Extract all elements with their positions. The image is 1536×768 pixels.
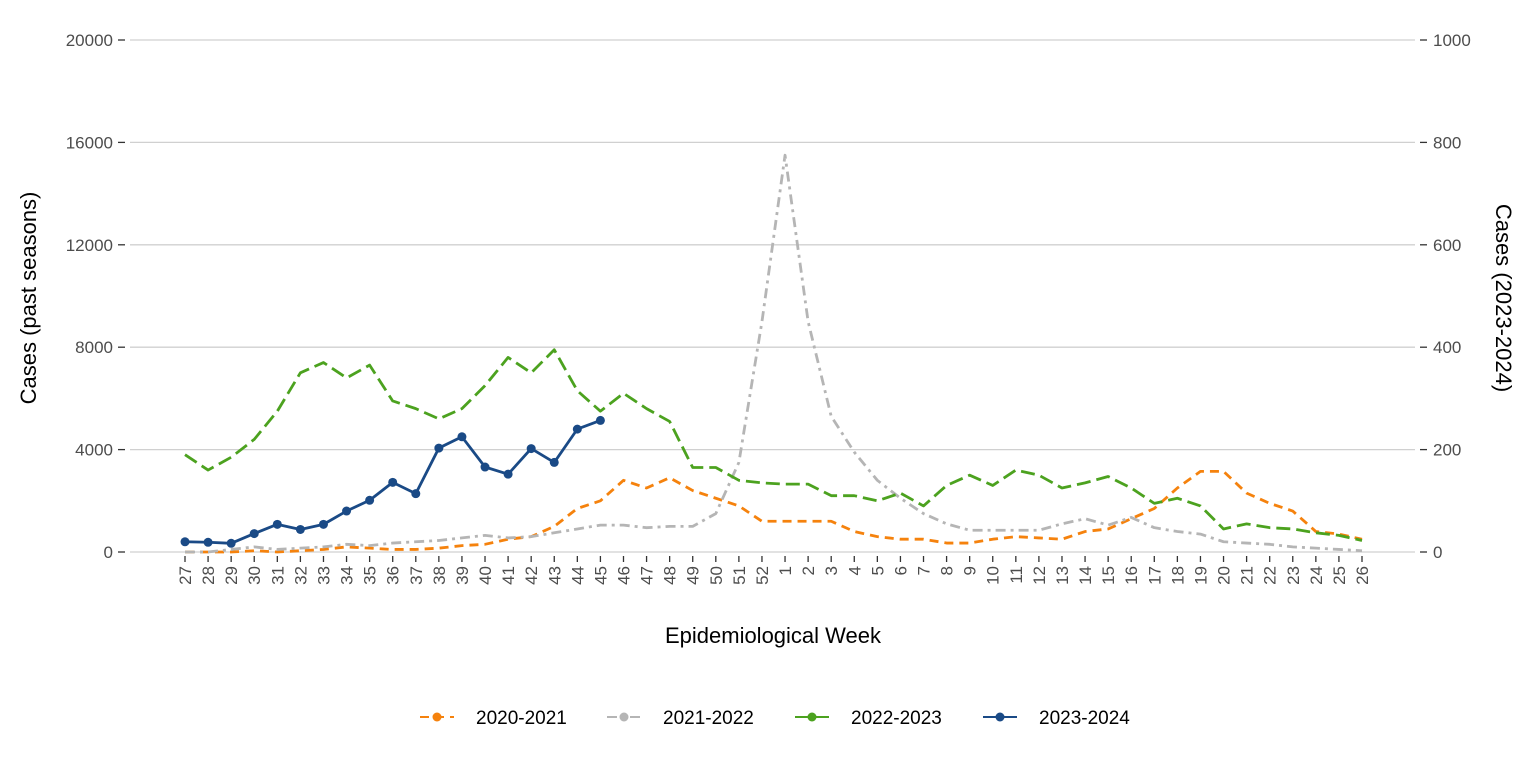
series-point (549, 457, 559, 467)
x-tick-label: 45 (591, 566, 610, 585)
x-tick-label: 2 (799, 566, 818, 575)
y-tick-label: 20000 (66, 31, 113, 50)
y-tick-label: 16000 (66, 133, 113, 152)
series-point (365, 495, 375, 505)
x-tick-label: 38 (430, 566, 449, 585)
series-line (184, 348, 1363, 542)
x-tick-label: 30 (245, 566, 264, 585)
x-tick-label: 19 (1191, 566, 1210, 585)
x-tick-label: 37 (407, 566, 426, 585)
series-point (272, 519, 282, 529)
series-point (503, 469, 513, 479)
y-tick-label: 8000 (75, 338, 113, 357)
legend-key-point (995, 712, 1005, 722)
series-point (342, 506, 352, 516)
x-tick-label: 10 (984, 566, 1003, 585)
x-tick-label: 11 (1007, 566, 1026, 584)
x-tick-label: 52 (753, 566, 772, 585)
x-tick-label: 14 (1076, 566, 1095, 585)
x-tick-label: 4 (845, 566, 864, 575)
x-tick-label: 17 (1145, 566, 1164, 585)
y-tick-label: 4000 (75, 441, 113, 460)
y2-tick-label: 200 (1433, 441, 1461, 460)
y-tick-label: 0 (104, 543, 113, 562)
legend-key-point (807, 712, 817, 722)
y2-tick-label: 400 (1433, 338, 1461, 357)
x-tick-label: 49 (684, 566, 703, 585)
x-tick-label: 5 (868, 566, 887, 575)
x-tick-label: 33 (314, 566, 333, 585)
x-tick-label: 18 (1168, 566, 1187, 585)
x-tick-label: 3 (822, 566, 841, 575)
x-tick-label: 9 (961, 566, 980, 575)
x-tick-label: 1 (776, 566, 795, 575)
x-tick-label: 8 (938, 566, 957, 575)
series-point (480, 462, 490, 472)
x-tick-label: 44 (568, 566, 587, 585)
series-point (411, 489, 421, 499)
x-tick-label: 39 (453, 566, 472, 585)
x-tick-label: 15 (1099, 566, 1118, 585)
series-point (572, 424, 582, 434)
x-tick-label: 43 (545, 566, 564, 585)
legend-label: 2022-2023 (851, 708, 942, 729)
x-tick-label: 16 (1122, 566, 1141, 585)
y-tick-label: 12000 (66, 236, 113, 255)
legend-key-point (432, 712, 442, 722)
series-point (434, 443, 444, 453)
legend-label: 2020-2021 (476, 708, 567, 729)
x-tick-label: 42 (522, 566, 541, 585)
x-tick-label: 36 (384, 566, 403, 585)
series-point (295, 524, 305, 534)
y2-tick-label: 800 (1433, 133, 1461, 152)
y2-tick-label: 600 (1433, 236, 1461, 255)
series-point (226, 538, 236, 548)
x-tick-label: 6 (891, 566, 910, 575)
x-tick-label: 27 (176, 566, 195, 585)
x-tick-label: 23 (1284, 566, 1303, 585)
series-line (185, 469, 1363, 554)
series-point (180, 537, 190, 547)
x-tick-label: 48 (661, 566, 680, 585)
x-tick-label: 25 (1330, 566, 1349, 585)
x-tick-label: 35 (361, 566, 380, 585)
legend-key-point (619, 712, 629, 722)
x-tick-label: 13 (1053, 566, 1072, 585)
x-tick-label: 24 (1307, 566, 1326, 585)
x-tick-label: 40 (476, 566, 495, 585)
series-point (318, 519, 328, 529)
x-tick-label: 26 (1353, 566, 1372, 585)
x-tick-label: 12 (1030, 566, 1049, 585)
y2-axis-title: Cases (2023-2024) (1491, 204, 1516, 392)
x-tick-label: 47 (638, 566, 657, 585)
x-tick-label: 7 (915, 566, 934, 575)
x-tick-label: 28 (199, 566, 218, 585)
x-tick-label: 32 (291, 566, 310, 585)
x-tick-label: 29 (222, 566, 241, 585)
x-tick-label: 50 (707, 566, 726, 585)
series-point (595, 415, 605, 425)
x-tick-label: 22 (1261, 566, 1280, 585)
x-axis-title: Epidemiological Week (665, 623, 882, 648)
series-point (203, 537, 213, 547)
x-tick-label: 20 (1215, 566, 1234, 585)
series-point (249, 529, 259, 539)
legend-label: 2023-2024 (1039, 708, 1130, 729)
x-tick-label: 21 (1238, 566, 1257, 585)
y2-tick-label: 0 (1433, 543, 1442, 562)
legend-label: 2021-2022 (663, 708, 754, 729)
y-axis-title: Cases (past seasons) (16, 192, 41, 405)
y2-tick-label: 1000 (1433, 31, 1471, 50)
series-line (185, 153, 1363, 554)
x-tick-label: 34 (338, 566, 357, 585)
series-point (388, 477, 398, 487)
x-tick-label: 31 (268, 566, 287, 585)
x-tick-label: 41 (499, 566, 518, 585)
x-tick-label: 46 (614, 566, 633, 585)
series-point (457, 432, 467, 442)
x-tick-label: 51 (730, 566, 749, 585)
series-point (526, 444, 536, 454)
